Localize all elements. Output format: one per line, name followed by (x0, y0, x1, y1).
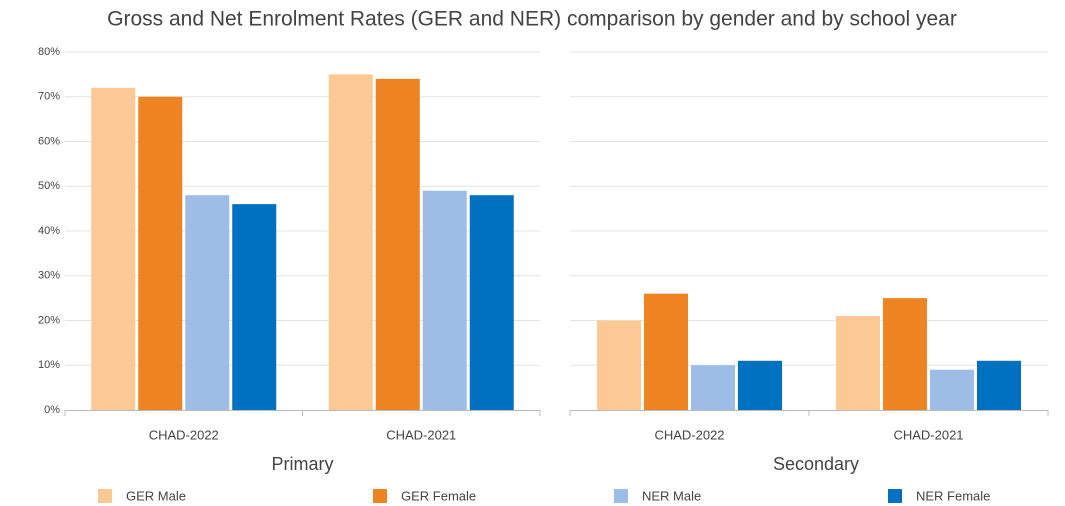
legend-label: NER Female (916, 488, 990, 503)
bar (328, 74, 373, 410)
legend-label: NER Male (642, 488, 701, 503)
bar (644, 293, 688, 410)
bar (691, 365, 735, 410)
bar (185, 195, 230, 410)
y-tick-label: 0% (44, 404, 60, 416)
legend-swatch (614, 489, 628, 503)
bar (422, 190, 467, 410)
bar (977, 360, 1021, 410)
y-tick-label: 80% (38, 46, 60, 58)
legend-swatch (373, 489, 387, 503)
x-tick-label: CHAD-2021 (386, 427, 456, 442)
y-tick-label: 40% (38, 225, 60, 237)
bar (836, 316, 880, 410)
bar (375, 78, 420, 410)
x-axis-label: Secondary (773, 454, 859, 474)
x-tick-label: CHAD-2021 (893, 427, 963, 442)
legend-swatch (98, 489, 112, 503)
chart-title: Gross and Net Enrolment Rates (GER and N… (107, 8, 957, 31)
bar (91, 87, 136, 411)
bar (232, 204, 277, 410)
bar (930, 369, 974, 410)
y-tick-label: 70% (38, 91, 60, 103)
bar (138, 96, 183, 410)
y-tick-label: 50% (38, 180, 60, 192)
x-tick-label: CHAD-2022 (149, 427, 219, 442)
y-tick-label: 60% (38, 135, 60, 147)
bar (469, 195, 514, 410)
y-tick-label: 10% (38, 359, 60, 371)
legend-swatch (888, 489, 902, 503)
bar (738, 360, 782, 410)
legend-label: GER Female (401, 488, 476, 503)
bar (883, 298, 927, 410)
y-tick-label: 20% (38, 314, 60, 326)
x-axis-label: Primary (272, 454, 334, 474)
legend-label: GER Male (126, 488, 186, 503)
y-tick-label: 30% (38, 270, 60, 282)
x-tick-label: CHAD-2022 (654, 427, 724, 442)
bar (597, 320, 641, 410)
